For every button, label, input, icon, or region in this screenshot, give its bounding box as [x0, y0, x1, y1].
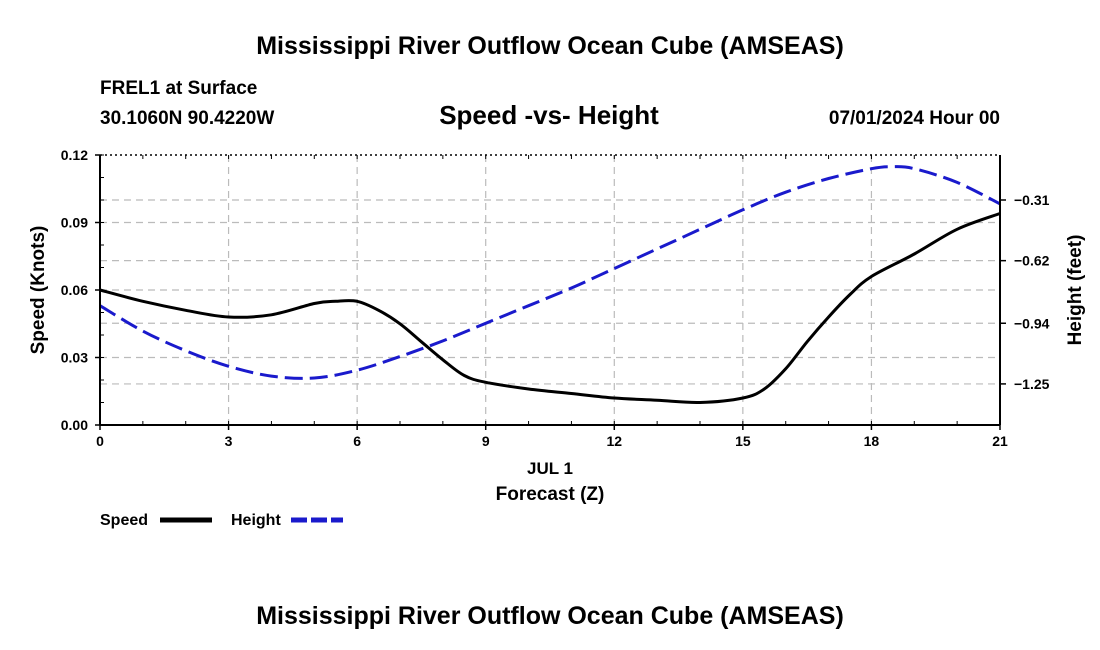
legend: Speed Height	[100, 512, 343, 529]
x-tick-label: 18	[864, 433, 880, 449]
y-axis-right-label: Height (feet)	[1065, 235, 1086, 346]
x-tick-label: 21	[992, 433, 1008, 449]
series-group	[99, 165, 1001, 405]
y-right-tick-label: −0.94	[1014, 315, 1050, 331]
y-left-tick-label: 0.09	[61, 215, 88, 231]
x-tick-label: 0	[96, 433, 104, 449]
chart-subtitle: Speed -vs- Height	[439, 100, 659, 130]
x-tick-label: 3	[225, 433, 233, 449]
footer-title: Mississippi River Outflow Ocean Cube (AM…	[256, 602, 844, 630]
y-left-tick-label: 0.12	[61, 147, 88, 163]
x-axis-date-label: JUL 1	[527, 459, 573, 478]
chart-title: Mississippi River Outflow Ocean Cube (AM…	[256, 32, 844, 60]
y-left-tick-labels: 0.00 0.03 0.06 0.09 0.12	[61, 147, 88, 433]
y-right-tick-labels: −1.25 −0.94 −0.62 −0.31	[1014, 192, 1050, 392]
datetime-label: 07/01/2024 Hour 00	[829, 108, 1000, 129]
x-tick-label: 15	[735, 433, 751, 449]
x-axis-label: Forecast (Z)	[496, 484, 605, 505]
y-left-tick-label: 0.06	[61, 282, 88, 298]
y-right-tick-label: −1.25	[1014, 376, 1050, 392]
x-tick-labels: 0 3 6 9 12 15 18 21	[96, 433, 1008, 449]
plot-frame	[95, 154, 1006, 430]
y-right-tick-label: −0.62	[1014, 253, 1050, 269]
legend-label-height: Height	[231, 512, 281, 529]
x-tick-label: 12	[606, 433, 622, 449]
y-axis-left-label: Speed (Knots)	[28, 226, 49, 355]
y-right-tick-label: −0.31	[1014, 192, 1050, 208]
y-left-tick-label: 0.03	[61, 350, 88, 366]
y-left-tick-label: 0.00	[61, 417, 88, 433]
series-line-speed	[99, 212, 1001, 405]
station-label: FREL1 at Surface	[100, 78, 257, 99]
x-tick-label: 6	[353, 433, 361, 449]
x-tick-label: 9	[482, 433, 490, 449]
legend-label-speed: Speed	[100, 512, 148, 529]
grid-lines	[100, 155, 1000, 425]
series-line-height	[99, 165, 1001, 380]
location-label: 30.1060N 90.4220W	[100, 108, 274, 129]
